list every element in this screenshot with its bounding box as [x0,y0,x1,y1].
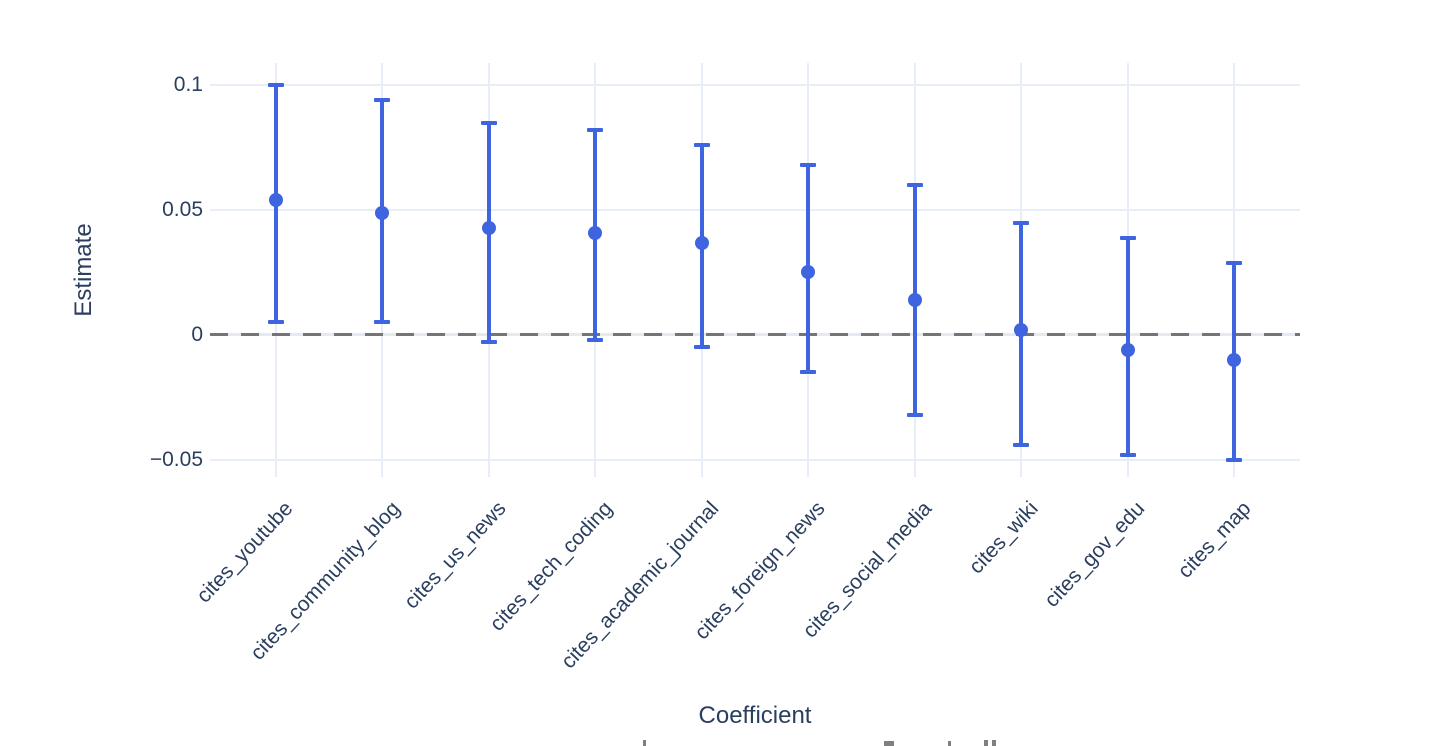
clipped-caption-fragment [884,741,894,746]
h-gridline [210,458,1300,461]
y-tick-label: 0 [191,322,203,346]
error-bar-cap-bottom [800,370,817,375]
error-bar-cap-top [800,163,817,168]
y-axis-title: Estimate [70,223,97,317]
error-bar-cap-top [587,128,604,133]
zero-dashed-line [210,333,1300,337]
x-category-label: cites_wiki [964,497,1043,579]
error-bar-cap-bottom [1119,452,1136,457]
x-category-label: cites_youtube [192,497,298,608]
error-bar-cap-bottom [374,320,391,325]
y-tick-label: 0.1 [173,73,203,97]
x-category-label: cites_us_news [399,497,511,614]
error-bar-cap-top [374,98,391,103]
error-bar-cap-bottom [906,412,923,417]
point-marker[interactable] [481,220,496,235]
error-bar-cap-bottom [1013,442,1030,447]
x-category-label: cites_map [1173,497,1256,583]
error-bar-cap-bottom [268,320,284,325]
error-bar-cap-top [268,83,284,88]
clipped-caption-fragment [992,740,996,746]
point-marker[interactable] [375,205,390,220]
error-bar-cap-bottom [587,337,604,342]
error-bar-cap-top [1226,260,1243,265]
clipped-caption-fragment [643,740,646,746]
h-gridline [210,209,1300,212]
error-bar-cap-top [906,183,923,188]
y-tick-label: −0.05 [149,447,203,471]
point-marker[interactable] [801,265,816,280]
point-marker[interactable] [694,235,709,250]
point-marker[interactable] [588,225,603,240]
error-bar-cap-top [480,120,497,125]
error-bar-cap-top [1013,220,1030,225]
x-axis-title: Coefficient [698,702,812,729]
clipped-caption-fragment [948,741,951,746]
y-tick-label: 0.05 [162,198,203,222]
point-marker[interactable] [1227,352,1242,367]
point-marker[interactable] [269,193,283,208]
point-marker[interactable] [1120,342,1135,357]
x-category-label: cites_gov_edu [1040,497,1150,612]
error-bar-cap-top [1119,235,1136,240]
error-bar-cap-bottom [693,345,710,350]
clipped-caption-fragment [984,740,988,746]
error-bar-cap-top [693,143,710,148]
h-gridline [210,84,1300,87]
point-marker[interactable] [1014,322,1029,337]
error-bar-cap-bottom [480,340,497,345]
point-marker[interactable] [907,292,922,307]
error-bar-cap-bottom [1226,457,1243,462]
